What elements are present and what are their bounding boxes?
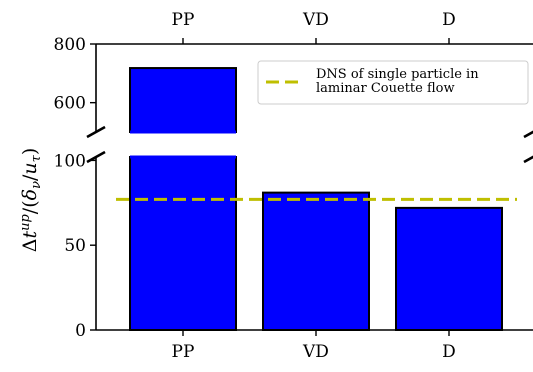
bar-pp — [129, 156, 237, 331]
bar-pp-upper — [129, 67, 237, 134]
bar-d — [395, 206, 503, 331]
y-tick-label-600: 600 — [54, 94, 86, 114]
break-mark-1 — [86, 125, 106, 139]
axis-break-marks — [86, 125, 533, 164]
legend-label-line-2: laminar Couette flow — [316, 81, 455, 96]
y-tick-label-100: 100 — [54, 151, 86, 171]
break-mark-3 — [523, 130, 533, 139]
break-mark-4 — [523, 155, 533, 164]
upper-panel: 600 800 PP VD D — [54, 10, 533, 134]
legend-box — [257, 60, 529, 105]
y-tick-label-0: 0 — [75, 321, 86, 341]
x-tick-label-vd: VD — [302, 342, 329, 362]
x-tick-label-pp: PP — [172, 342, 195, 362]
top-x-tick-label-vd: VD — [302, 10, 329, 30]
bar-vd — [262, 191, 370, 331]
y-axis-label: Δtup/(δν/uτ) — [18, 148, 44, 253]
x-tick-label-d: D — [442, 342, 456, 362]
legend-label-line-1: DNS of single particle in — [316, 67, 479, 82]
top-x-tick-label-d: D — [442, 10, 456, 30]
top-x-tick-label-pp: PP — [172, 10, 195, 30]
y-tick-label-50: 50 — [64, 236, 86, 256]
y-tick-label-800: 800 — [54, 35, 86, 55]
break-mark-2 — [86, 150, 106, 164]
lower-panel: 0 50 100 PP VD D — [54, 151, 533, 362]
